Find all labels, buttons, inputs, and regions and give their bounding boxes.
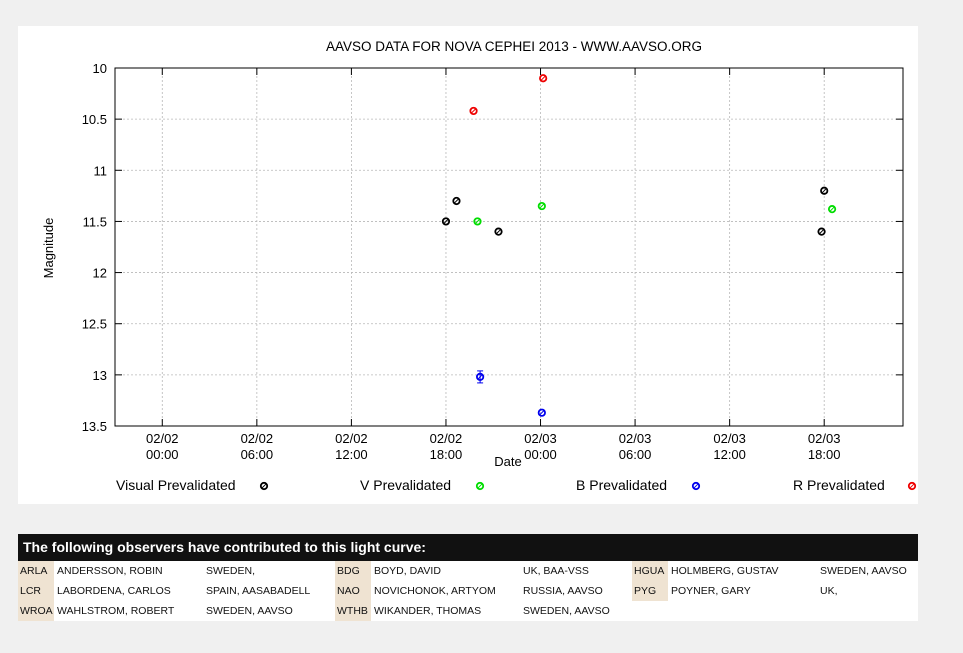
x-tick-label-time: 00:00 <box>524 447 557 462</box>
observer-name: BOYD, DAVID <box>374 565 441 577</box>
data-point-series-0-slash <box>819 229 825 235</box>
data-point-series-0 <box>817 227 826 236</box>
observer-name: LABORDENA, CARLOS <box>57 585 171 597</box>
observer-country: RUSSIA, AAVSO <box>523 585 603 597</box>
data-point-series-0-slash <box>495 229 502 235</box>
x-axis-label: Date <box>494 454 521 469</box>
x-tick-label-date: 02/02 <box>430 431 463 446</box>
observer-name: WAHLSTROM, ROBERT <box>57 605 175 617</box>
data-point-series-0 <box>452 196 461 206</box>
observer-name: POYNER, GARY <box>671 585 751 597</box>
chart-title: AAVSO DATA FOR NOVA CEPHEI 2013 - WWW.AA… <box>326 39 702 54</box>
observer-country: SWEDEN, AAVSO <box>206 605 293 617</box>
observer-country: UK, BAA-VSS <box>523 565 589 577</box>
observer-code: NAO <box>335 581 371 601</box>
data-point-series-1 <box>537 201 546 211</box>
data-point-series-0 <box>820 186 829 195</box>
observer-code: WTHB <box>335 601 371 621</box>
data-point-series-1-slash <box>829 206 835 212</box>
observer-country: SWEDEN, AAVSO <box>523 605 610 617</box>
data-point-series-1-slash <box>539 203 545 209</box>
observer-row: WROA WAHLSTROM, ROBERT SWEDEN, AAVSO WTHB WI… <box>18 601 918 621</box>
light-curve-chart: 1010.51111.51212.51313.502/0200:0002/020… <box>41 39 917 493</box>
data-point-series-0-slash <box>443 218 449 224</box>
y-tick-label: 13 <box>93 368 107 383</box>
observer-country: SWEDEN, AAVSO <box>820 565 907 577</box>
legend-marker-series-0-slash <box>261 483 267 489</box>
legend-marker-series-1-slash <box>477 483 483 489</box>
data-point-series-2-slash <box>539 410 545 416</box>
legend-label-series-3: R Prevalidated <box>793 477 885 493</box>
y-tick-label: 12 <box>93 266 107 281</box>
y-tick-label: 10 <box>93 61 107 76</box>
observer-name: NOVICHONOK, ARTYOM <box>374 585 496 597</box>
observer-name: ANDERSSON, ROBIN <box>57 565 163 577</box>
y-tick-label: 11 <box>94 163 108 178</box>
legend-label-series-0: Visual Prevalidated <box>116 477 236 493</box>
observer-code: PYG <box>632 581 668 601</box>
x-tick-label-time: 00:00 <box>146 447 179 462</box>
observer-code: LCR <box>18 581 54 601</box>
observers-header: The following observers have contributed… <box>18 534 918 561</box>
chart-card: 10 10.5 11 11.5 12 12.5 13 13.5 02/02 00:00 02/02 0… <box>18 26 918 504</box>
data-point-series-0-slash <box>453 198 460 204</box>
data-point-series-0-slash <box>821 188 827 194</box>
observer-country: SPAIN, AASABADELL <box>206 585 311 597</box>
data-point-series-2-slash <box>477 374 483 380</box>
data-point-series-3-slash <box>540 75 546 81</box>
observer-code: HGUA <box>632 561 668 581</box>
x-tick-label-date: 02/03 <box>808 431 841 446</box>
legend-label-series-2: B Prevalidated <box>576 477 667 493</box>
y-tick-label: 13.5 <box>82 419 107 434</box>
legend-marker-series-2 <box>691 481 701 491</box>
y-axis-label: Magnitude <box>41 218 56 279</box>
observer-country: SWEDEN, <box>206 565 256 577</box>
data-point-series-2 <box>537 408 546 417</box>
observer-code: BDG <box>335 561 371 581</box>
x-tick-label-date: 02/02 <box>146 431 179 446</box>
data-point-series-0 <box>494 227 503 236</box>
observer-code: WROA <box>18 601 54 621</box>
data-point-series-1-slash <box>474 218 481 224</box>
x-tick-label-date: 02/02 <box>335 431 368 446</box>
data-point-series-1 <box>473 217 482 226</box>
data-point-series-3-slash <box>470 108 477 114</box>
y-tick-label: 12.5 <box>82 317 107 332</box>
x-tick-label-time: 12:00 <box>335 447 368 462</box>
observers-table: ARLA ANDERSSON, ROBIN SWEDEN, BDG BOYD, DAVI… <box>18 561 918 621</box>
observer-country: UK, <box>820 585 838 597</box>
observer-row: LCR LABORDENA, CARLOS SPAIN, AASABADELL NAO… <box>18 581 918 601</box>
x-tick-label-time: 06:00 <box>619 447 652 462</box>
data-point-series-3 <box>539 74 548 83</box>
x-tick-label-date: 02/03 <box>524 431 557 446</box>
plot-frame <box>114 67 904 427</box>
x-tick-label-time: 18:00 <box>430 447 463 462</box>
x-tick-label-date: 02/03 <box>619 431 652 446</box>
x-tick-label-date: 02/03 <box>713 431 746 446</box>
x-tick-label-time: 12:00 <box>713 447 746 462</box>
legend-marker-series-2-slash <box>693 483 699 489</box>
data-point-series-3 <box>469 106 478 116</box>
data-point-series-1 <box>827 205 837 214</box>
y-tick-label: 10.5 <box>82 112 107 127</box>
legend-marker-series-3 <box>907 481 917 491</box>
observer-row: ARLA ANDERSSON, ROBIN SWEDEN, BDG BOYD, DAVI… <box>18 561 918 581</box>
legend-marker-series-3-slash <box>909 483 915 489</box>
observer-name: WIKANDER, THOMAS <box>374 605 482 617</box>
legend-marker-series-1 <box>475 481 485 491</box>
x-tick-label-time: 18:00 <box>808 447 841 462</box>
x-tick-label-date: 02/02 <box>241 431 274 446</box>
data-point-series-0 <box>441 217 451 226</box>
observer-code: ARLA <box>18 561 54 581</box>
data-point-series-2 <box>476 372 485 382</box>
x-tick-label-time: 06:00 <box>241 447 274 462</box>
y-tick-label: 11.5 <box>83 214 107 229</box>
observer-name: HOLMBERG, GUSTAV <box>671 565 779 577</box>
legend-marker-series-0 <box>259 481 269 491</box>
legend-label-series-1: V Prevalidated <box>360 477 451 493</box>
